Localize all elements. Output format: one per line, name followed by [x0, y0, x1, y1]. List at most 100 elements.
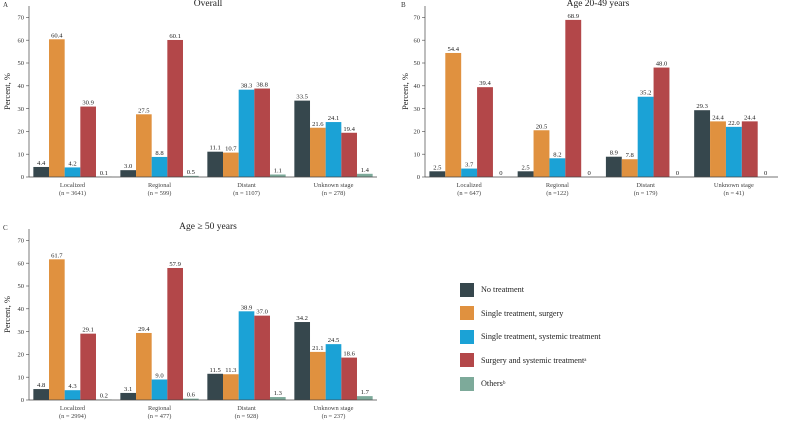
panel-c-bar-label-localized-no-treatment: 4.8: [37, 382, 46, 389]
panel-b-bar-label-regional-surgery-systemic: 68.9: [567, 13, 579, 20]
panel-c-ytick-label-60: 60: [18, 260, 25, 267]
panel-c-category-n-regional: (n = 477): [148, 413, 172, 420]
panel-a-bar-label-unknown-stage-surgery: 21.6: [312, 121, 324, 128]
panel-c-bar-regional-no-treatment: [120, 392, 137, 400]
panel-c-bar-label-regional-systemic: 9.0: [155, 372, 164, 379]
panel-b-ylabel: Percent, %: [400, 73, 410, 110]
panel-c-bar-label-localized-surgery-systemic: 29.1: [82, 327, 94, 334]
legend-item-systemic: Single treatment, systemic treatment: [460, 325, 760, 349]
panel-b-bar-label-localized-systemic: 3.7: [465, 162, 474, 169]
panel-b-category-label-unknown-stage: Unknown stage: [714, 182, 754, 189]
panel-c-bar-label-localized-systemic: 4.3: [68, 383, 77, 390]
panel-b-bar-localized-surgery: [445, 52, 462, 177]
panel-a-category-n-regional: (n = 599): [148, 190, 172, 197]
panel-b-bar-label-distant-surgery: 7.8: [626, 152, 635, 159]
panel-a-bar-label-localized-others: 0.1: [100, 170, 108, 177]
panel-c-bar-unknown-stage-others: [356, 396, 373, 400]
legend-swatch-surgery: [460, 306, 474, 321]
panel-c-category-n-localized: (n = 2994): [59, 413, 86, 420]
panel-b-bar-localized-no-treatment: [429, 171, 446, 177]
panel-a-bar-label-regional-surgery-systemic: 60.1: [169, 33, 181, 40]
panel-c-ytick-label-10: 10: [18, 374, 25, 381]
panel-c-bar-regional-surgery: [136, 332, 152, 400]
panel-c-bar-label-distant-surgery-systemic: 37.0: [256, 309, 268, 316]
panel-b-category-n-regional: (n =122): [546, 190, 568, 197]
panel-c-bar-label-unknown-stage-no-treatment: 34.2: [296, 315, 308, 322]
panel-b-bar-label-unknown-stage-no-treatment: 29.3: [696, 103, 708, 110]
panel-a-category-n-unknown-stage: (n = 278): [322, 190, 346, 197]
legend-label-no-treatment: No treatment: [481, 285, 524, 295]
panel-b-ytick-label-70: 70: [414, 15, 421, 22]
panel-a-bar-regional-no-treatment: [120, 170, 137, 177]
panel-a-bar-label-regional-systemic: 8.8: [155, 150, 164, 157]
legend-item-surgery: Single treatment, surgery: [460, 302, 760, 326]
panel-c-bar-label-unknown-stage-surgery: 21.1: [312, 345, 324, 352]
panel-a-bar-label-localized-no-treatment: 4.4: [37, 160, 46, 167]
panel-a-category-label-distant: Distant: [237, 182, 256, 189]
panel-a-category-label-regional: Regional: [148, 182, 171, 189]
panel-a-bar-label-localized-systemic: 4.2: [68, 160, 76, 167]
legend-item-surgery-systemic: Surgery and systemic treatmentᵃ: [460, 349, 760, 373]
panel-a-bar-localized-surgery: [49, 39, 65, 177]
panel-b-bar-distant-systemic: [637, 96, 654, 177]
panel-a-ytick-label-10: 10: [18, 151, 25, 158]
panel-a-bar-label-unknown-stage-surgery-systemic: 19.4: [343, 126, 355, 133]
panel-b-bar-label-unknown-stage-others: 0: [764, 170, 768, 177]
panel-c-bar-unknown-stage-no-treatment: [294, 322, 311, 400]
panel-a-bar-label-regional-others: 0.5: [187, 169, 196, 176]
panel-a-bar-regional-systemic: [151, 156, 168, 177]
panel-b-bar-unknown-stage-surgery-systemic: [741, 121, 758, 177]
panel-b-title: Age 20-49 years: [567, 0, 630, 9]
panel-c-bar-regional-others: [182, 398, 199, 400]
panel-c-ylabel: Percent, %: [2, 296, 12, 333]
panel-c-bar-label-regional-surgery: 29.4: [138, 326, 150, 333]
panel-a-letter: A: [3, 1, 8, 9]
panel-b-ytick-label-10: 10: [414, 151, 421, 158]
legend-label-systemic: Single treatment, systemic treatment: [481, 332, 601, 342]
panel-b-ytick-label-20: 20: [414, 129, 421, 136]
panel-a-bar-label-distant-no-treatment: 11.1: [210, 145, 221, 152]
panel-c-ytick-label-20: 20: [18, 352, 25, 359]
panel-c-bar-label-distant-surgery: 11.3: [225, 367, 237, 374]
panel-a-bar-label-unknown-stage-others: 1.4: [361, 167, 370, 174]
panel-c-bar-localized-systemic: [64, 390, 81, 400]
legend-swatch-no-treatment: [460, 282, 474, 297]
panel-a-category-label-localized: Localized: [60, 182, 86, 189]
panel-b-ytick-label-40: 40: [414, 83, 421, 90]
panel-b-bar-label-localized-no-treatment: 2.5: [433, 164, 442, 171]
panel-b-bar-unknown-stage-systemic: [725, 126, 742, 177]
legend-label-surgery: Single treatment, surgery: [481, 308, 564, 318]
panel-b-bar-label-unknown-stage-surgery-systemic: 24.4: [744, 114, 756, 121]
panel-a-bar-label-distant-others: 1.1: [274, 167, 282, 174]
panel-b-bar-regional-surgery-systemic: [565, 19, 582, 177]
panel-c-ytick-label-50: 50: [18, 283, 25, 290]
panel-b-bar-label-localized-others: 0: [499, 170, 503, 177]
panel-c-bar-regional-surgery-systemic: [167, 267, 183, 400]
panel-c-bar-localized-surgery: [49, 259, 65, 400]
panel-b-bar-label-unknown-stage-systemic: 22.0: [728, 120, 740, 127]
panel-c-bar-label-regional-others: 0.6: [187, 392, 196, 399]
panel-c-bar-label-unknown-stage-systemic: 24.5: [328, 337, 340, 344]
panel-b-bar-label-distant-surgery-systemic: 48.0: [656, 61, 668, 68]
panel-b-bar-distant-surgery-systemic: [653, 67, 670, 177]
panel-b-bar-unknown-stage-surgery: [710, 121, 726, 177]
panel-a-bar-label-localized-surgery-systemic: 30.9: [82, 100, 94, 107]
panel-b-bar-regional-surgery: [533, 130, 550, 177]
legend-swatch-others: [460, 376, 474, 391]
panel-b-letter: B: [401, 1, 406, 9]
panel-c-bar-label-unknown-stage-surgery-systemic: 18.6: [343, 351, 355, 358]
legend: No treatment Single treatment, surgery S…: [460, 278, 760, 396]
panel-a-bar-label-distant-surgery-systemic: 38.8: [256, 82, 268, 89]
panel-b-bar-label-localized-surgery-systemic: 39.4: [479, 80, 491, 87]
panel-b-category-n-distant: (n = 179): [634, 190, 658, 197]
panel-c-bar-label-localized-surgery: 61.7: [51, 252, 63, 259]
panel-c-ytick-label-40: 40: [18, 306, 25, 313]
panel-b-bar-regional-systemic: [549, 158, 566, 177]
panel-b-ytick-label-0: 0: [417, 174, 420, 181]
panel-b-bar-label-regional-others: 0: [587, 170, 591, 177]
panel-c-category-label-regional: Regional: [148, 405, 171, 412]
panel-a-bar-unknown-stage-surgery-systemic: [341, 132, 357, 177]
panel-a-bar-label-distant-systemic: 38.3: [241, 83, 253, 90]
panel-a-bar-regional-surgery: [136, 114, 152, 177]
